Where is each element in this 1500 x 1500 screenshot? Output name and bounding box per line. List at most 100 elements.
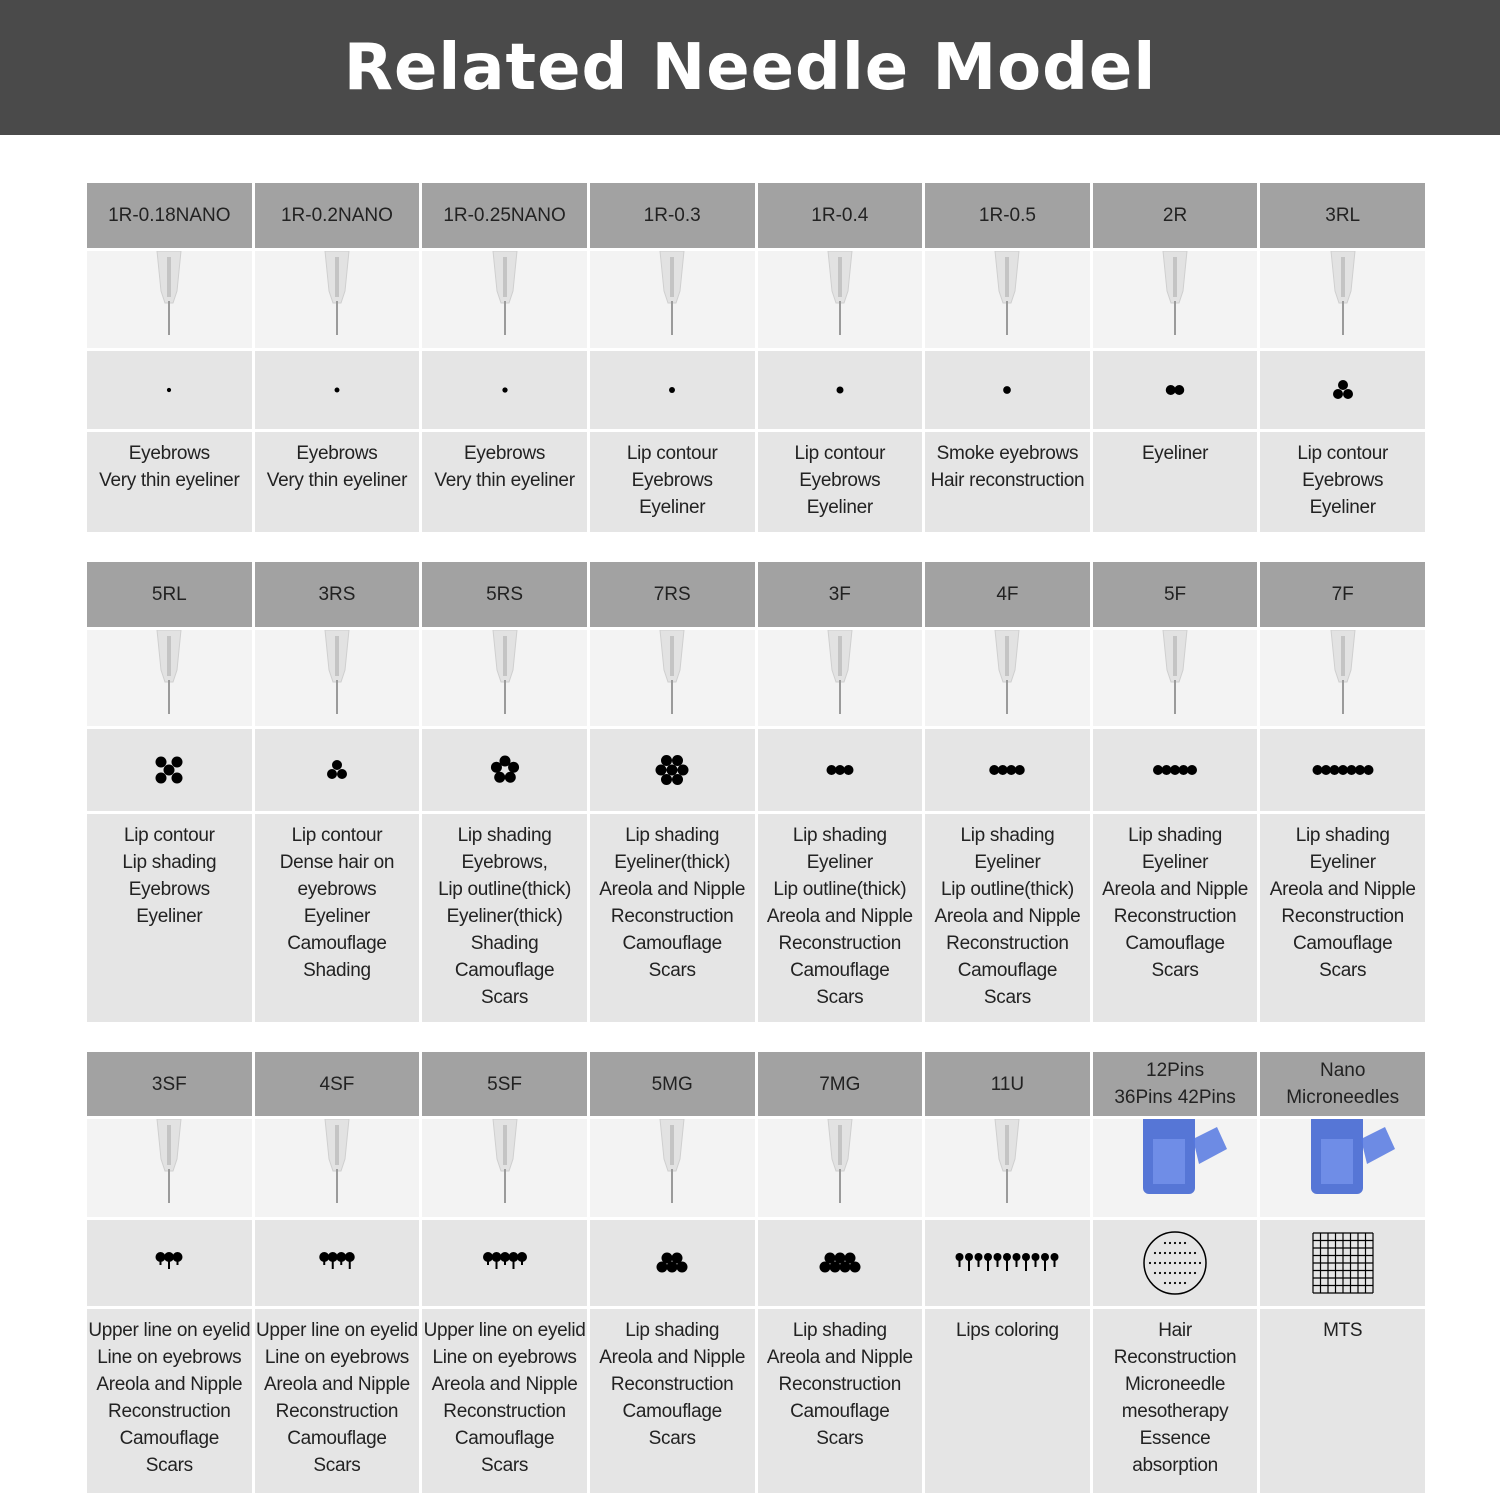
needle-pattern-icon	[326, 760, 347, 779]
needle-icon	[1330, 630, 1356, 714]
needle-point	[1178, 1271, 1182, 1275]
needle-image	[925, 251, 1090, 348]
needle-point	[1363, 765, 1374, 775]
cartridge-port	[1360, 1127, 1395, 1164]
model-uses: Lip shading Eyebrows, Lip outline(thick)…	[422, 814, 587, 1022]
needle-shaft	[334, 636, 339, 676]
needle-model-column: 5MG Lip shading Areola and Nipple Reconst…	[589, 1052, 755, 1493]
needle-point	[1158, 1251, 1162, 1255]
needle-shaft	[1340, 636, 1345, 676]
needle-point	[1183, 1241, 1187, 1245]
needle-pattern-icon	[1143, 1231, 1207, 1295]
needle-image	[254, 251, 420, 348]
needle-image	[925, 630, 1090, 726]
needle-model-column: 5RL Lip contour Lip shading Eyebrows Eyel…	[87, 562, 252, 1022]
needle-point	[1332, 389, 1343, 399]
model-uses: Lip contour Eyebrows Eyeliner	[1260, 432, 1425, 532]
needle-pattern-icon	[955, 1253, 1059, 1271]
needle-pattern-icon	[656, 1252, 688, 1273]
needle-pattern-icon	[989, 765, 1026, 775]
needle-point	[1163, 1271, 1167, 1275]
needle-point	[1161, 765, 1172, 775]
needle-point	[661, 754, 673, 766]
needle-model-column: 4F Lip shading Eyeliner Lip outline(thick…	[925, 562, 1090, 1022]
model-uses: Lip shading Eyeliner Lip outline(thick) …	[757, 814, 923, 1022]
needle-model-column: 1R-0.18NANO Eyebrows Very thin eyeliner	[87, 183, 252, 532]
needle-image	[254, 630, 420, 726]
needle-point	[677, 764, 689, 776]
needle-pattern-icon	[836, 386, 844, 394]
model-name: 3F	[757, 562, 923, 627]
needle-point	[1015, 765, 1026, 775]
needle-icon	[156, 251, 182, 335]
needle-point	[1193, 1261, 1197, 1265]
needle-model-column: 7MG Lip shading Areola and Nipple Reconst…	[757, 1052, 923, 1493]
needle-point	[1188, 1261, 1192, 1265]
needle-point	[672, 774, 684, 786]
needle-point	[1193, 1271, 1197, 1275]
model-uses: Lip contour Eyebrows Eyeliner	[589, 432, 755, 532]
needle-point	[661, 774, 673, 786]
needle-icon	[659, 630, 685, 714]
needle-icon	[324, 630, 350, 714]
needle-configuration	[254, 1220, 420, 1306]
model-uses: Lip shading Areola and Nipple Reconstruc…	[757, 1309, 923, 1493]
model-name: 1R-0.25NANO	[422, 183, 587, 248]
needle-point	[155, 756, 167, 768]
needle-configuration	[925, 1220, 1090, 1306]
needle-point	[1153, 1261, 1157, 1265]
needle-point	[1354, 765, 1365, 775]
needle-point	[1174, 385, 1185, 395]
needle-configuration	[589, 351, 755, 429]
needle-point	[1163, 1281, 1167, 1285]
model-name: 11U	[925, 1052, 1090, 1116]
needle-point	[1320, 765, 1331, 775]
needle-point	[507, 761, 519, 773]
needle-configuration	[1260, 729, 1425, 811]
needle-model-column: 1R-0.4 Lip contour Eyebrows Eyeliner	[757, 183, 923, 532]
model-name: 5RS	[422, 562, 587, 627]
model-name: 5SF	[422, 1052, 587, 1116]
model-uses: Lip shading Eyeliner Lip outline(thick) …	[925, 814, 1090, 1022]
needle-point	[1198, 1261, 1202, 1265]
needle-point	[1003, 386, 1012, 394]
needle-pattern-icon	[155, 756, 183, 784]
needle-point	[826, 765, 837, 775]
cartridge-inner	[1320, 1139, 1353, 1184]
needle-point	[1158, 1261, 1162, 1265]
needle-model-column: Nano Microneedles MTS	[1260, 1052, 1425, 1493]
needle-configuration	[87, 729, 252, 811]
needle-configuration	[925, 729, 1090, 811]
needle-shaft	[502, 1125, 507, 1165]
needle-pattern-icon	[501, 387, 508, 393]
needle-icon	[324, 251, 350, 335]
needle-icon	[1330, 251, 1356, 335]
needle-icon	[827, 630, 853, 714]
needle-model-column: 7F Lip shading Eyeliner Areola and Nipple…	[1260, 562, 1425, 1022]
needle-shaft	[670, 257, 675, 297]
needle-point	[989, 765, 1000, 775]
model-uses: Lip shading Eyeliner Areola and Nipple R…	[1260, 814, 1425, 1022]
model-name: 3RL	[1260, 183, 1425, 248]
needle-configuration	[254, 729, 420, 811]
needle-point	[1173, 1241, 1177, 1245]
model-name: 1R-0.5	[925, 183, 1090, 248]
needle-pattern-icon	[669, 387, 676, 393]
needle-image	[757, 1119, 923, 1217]
needle-shaft	[502, 257, 507, 297]
needle-point	[844, 1252, 856, 1264]
needle-point	[1173, 1271, 1177, 1275]
needle-point	[1165, 385, 1176, 395]
needle-pattern-icon	[819, 1252, 861, 1273]
model-name: 1R-0.2NANO	[254, 183, 420, 248]
needle-icon	[659, 1119, 685, 1203]
needle-image	[925, 1119, 1090, 1217]
needle-configuration	[589, 1220, 755, 1306]
needle-point	[1183, 1261, 1187, 1265]
needle-point	[1148, 1261, 1152, 1265]
needle-point	[334, 387, 340, 393]
needle-configuration	[757, 729, 923, 811]
needle-pattern-icon	[655, 754, 689, 786]
needle-icon	[492, 251, 518, 335]
model-uses: Lips coloring	[925, 1309, 1090, 1493]
